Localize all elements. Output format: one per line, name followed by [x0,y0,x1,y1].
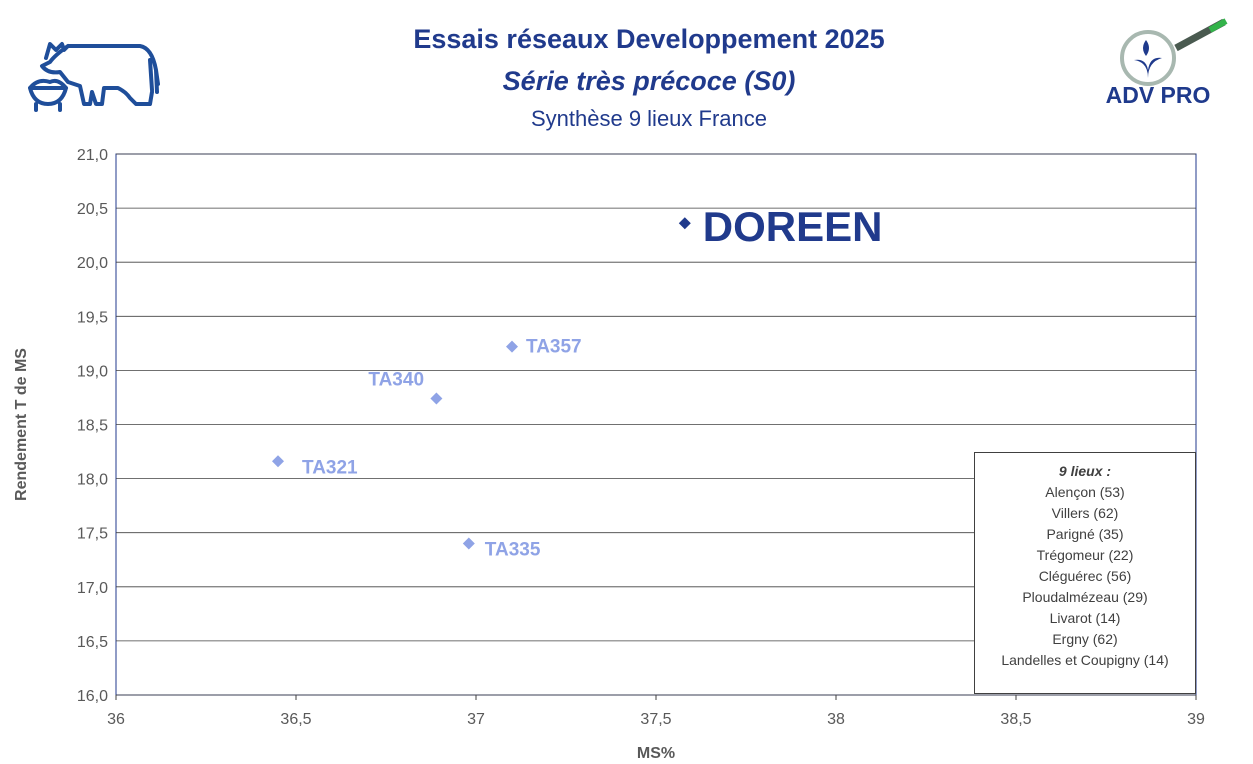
legend-item: Livarot (14) [1049,610,1121,626]
adv-pro-logo: ADV PRO [1106,18,1228,108]
adv-pro-text: ADV PRO [1106,82,1211,108]
y-tick-label: 17,5 [77,526,108,543]
data-label: TA340 [368,370,424,391]
y-tick-label: 19,0 [77,363,108,380]
legend-item: Alençon (53) [1045,484,1125,500]
data-label: TA335 [485,540,541,561]
y-tick-label: 19,5 [77,309,108,326]
chart-subtitle: Série très précoce (S0) [503,66,796,96]
y-axis-label: Rendement T de MS [13,348,30,501]
legend-item: Ploudalmézeau (29) [1022,589,1148,605]
y-tick-label: 17,0 [77,580,108,597]
y-tick-label: 20,0 [77,255,108,272]
data-label: DOREEN [703,203,883,250]
data-point [462,537,475,550]
data-point [272,455,284,468]
y-tick-label: 18,0 [77,472,108,489]
legend-heading: 9 lieux : [1058,463,1112,479]
legend-item: Ergny (62) [1052,631,1118,647]
x-tick-label: 38 [827,711,845,728]
legend-item: Trégomeur (22) [1036,547,1134,563]
y-tick-label: 16,0 [77,688,108,705]
x-tick-label: 36,5 [280,711,311,728]
data-point [430,392,443,405]
chart-title: Essais réseaux Developpement 2025 [413,24,884,54]
legend-item: Villers (62) [1051,505,1119,521]
cow-logo [28,42,160,112]
x-tick-label: 37,5 [640,711,671,728]
x-tick-label: 36 [107,711,125,728]
legend-item: Cléguérec (56) [1038,568,1132,584]
x-axis-label: MS% [637,745,675,762]
legend-item: Landelles et Coupigny (14) [1001,652,1169,668]
data-label: TA321 [302,457,358,478]
data-point [678,217,691,230]
x-tick-label: 39 [1187,711,1205,728]
y-tick-label: 21,0 [77,147,108,164]
x-tick-label: 37 [467,711,485,728]
chart-subtitle-2: Synthèse 9 lieux France [531,106,767,131]
x-tick-label: 38,5 [1000,711,1031,728]
data-point [506,340,518,353]
legend-box: 9 lieux : Alençon (53) Villers (62) Parign… [974,452,1196,694]
y-tick-label: 16,5 [77,634,108,651]
legend-item: Parigné (35) [1046,526,1124,542]
y-tick-label: 18,5 [77,418,108,435]
data-label: TA357 [526,337,582,358]
y-tick-label: 20,5 [77,201,108,218]
